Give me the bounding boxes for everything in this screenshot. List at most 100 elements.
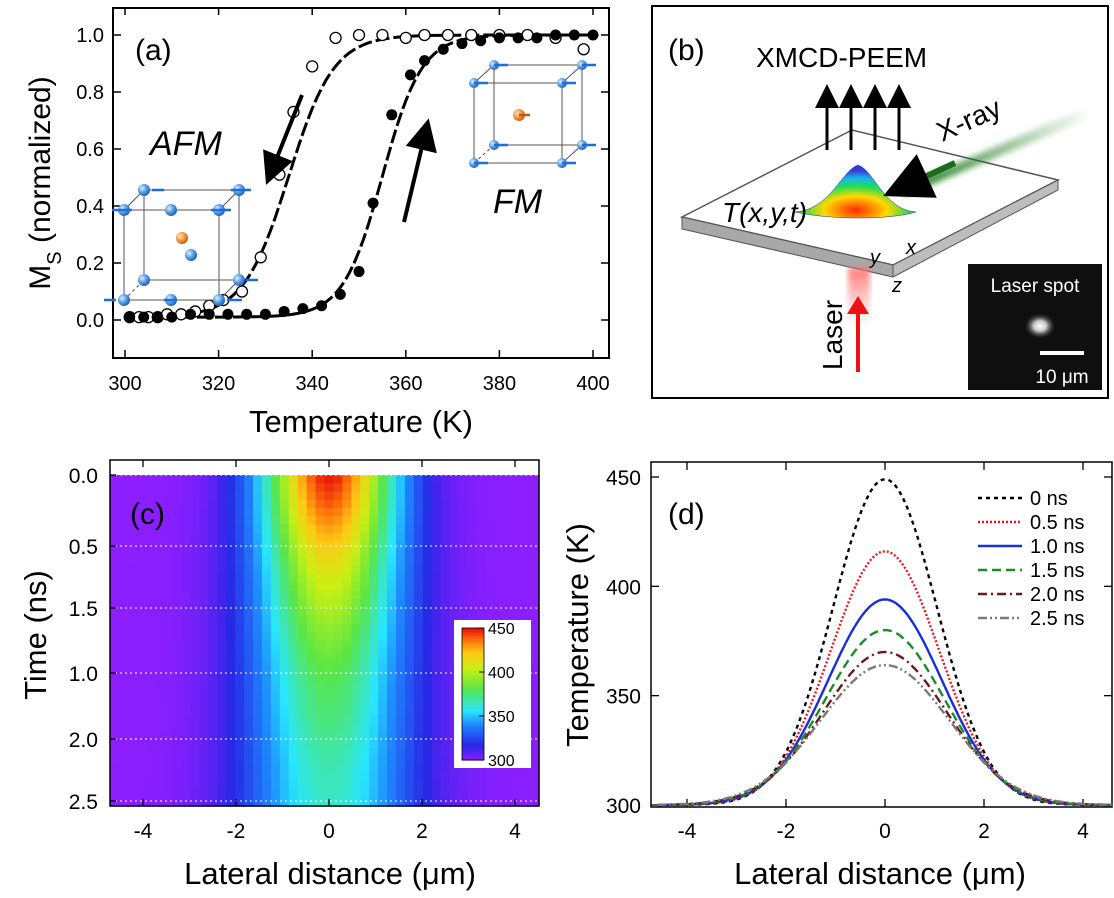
heatmap-cell: [172, 665, 183, 675]
heatmap-cell: [351, 657, 361, 666]
heatmap-cell: [369, 657, 379, 666]
heatmap-cell: [127, 599, 138, 609]
heatmap-cell: [226, 549, 236, 559]
filled-data-point: [475, 35, 487, 47]
heatmap-cell: [324, 582, 335, 592]
heatmap-cell: [217, 764, 227, 774]
heatmap-cell: [226, 508, 236, 517]
heatmap-cell: [244, 582, 254, 592]
heatmap-cell: [306, 590, 317, 600]
heatmap-cell: [342, 772, 352, 782]
heatmap-cell: [181, 756, 192, 766]
heatmap-cell: [297, 623, 308, 633]
heatmap-cell: [127, 491, 138, 501]
heatmap-cell: [208, 574, 218, 584]
heatmap-cell: [235, 714, 245, 724]
heatmap-cell: [404, 615, 415, 625]
heatmap-cell: [333, 508, 343, 517]
heatmap-cell: [360, 673, 370, 683]
heatmap-cell: [208, 475, 218, 484]
heatmap-cell: [360, 632, 370, 642]
heatmap-cell: [378, 574, 388, 584]
open-data-point: [521, 28, 534, 42]
heatmap-cell: [404, 748, 415, 757]
heatmap-cell: [440, 673, 451, 683]
heatmap-cell: [422, 508, 433, 517]
heatmap-cell: [530, 756, 540, 766]
heatmap-cell: [244, 549, 254, 559]
heatmap-cell: [110, 764, 120, 774]
heatmap-cell: [145, 706, 156, 716]
heatmap-cell: [333, 599, 343, 609]
heatmap-cell: [413, 764, 424, 774]
heatmap-cell: [279, 698, 290, 708]
axis-x-label: x: [905, 237, 917, 259]
colorbar-segment: [462, 722, 484, 726]
scale-bar: [1040, 351, 1084, 355]
heatmap-cell: [279, 781, 290, 791]
heatmap-cell: [145, 615, 156, 625]
heatmap-cell: [378, 475, 388, 484]
heatmap-cell: [404, 797, 415, 807]
heatmap-cell: [110, 731, 120, 741]
heatmap-cell: [217, 524, 227, 534]
heatmap-cell: [422, 483, 433, 493]
heatmap-cell: [235, 772, 245, 782]
heatmap-cell: [351, 748, 361, 757]
heatmap-cell: [190, 706, 200, 716]
heatmap-cell: [145, 797, 156, 807]
heatmap-cell: [485, 582, 495, 592]
heatmap-cell: [279, 566, 290, 575]
heatmap-cell: [440, 657, 451, 666]
heatmap-cell: [333, 772, 343, 782]
heatmap-cell: [288, 557, 299, 567]
cooling-arrow: [263, 94, 304, 185]
heatmap-cell: [413, 632, 424, 642]
heatmap-cell: [396, 590, 406, 600]
heatmap-cell: [253, 665, 263, 675]
heatmap-cell: [342, 764, 352, 774]
heatmap-cell: [404, 623, 415, 633]
heatmap-cell: [110, 797, 120, 807]
heatmap-cell: [476, 582, 486, 592]
heatmap-cell: [136, 723, 147, 733]
heatmap-cell: [136, 789, 147, 799]
heatmap-cell: [494, 516, 504, 526]
heatmap-cell: [270, 483, 281, 493]
heatmap-cell: [378, 508, 388, 517]
heatmap-cell: [422, 748, 433, 757]
heatmap-cell: [449, 590, 460, 600]
heatmap-cell: [360, 491, 370, 501]
heatmap-cell: [306, 607, 317, 617]
heatmap-cell: [288, 599, 299, 609]
heatmap-cell: [279, 557, 290, 567]
heatmap-cell: [306, 756, 317, 766]
heatmap-cell: [172, 516, 183, 526]
heatmap-cell: [136, 648, 147, 658]
heatmap-cell: [297, 723, 308, 733]
heatmap-cell: [467, 582, 478, 592]
heatmap-cell: [342, 723, 352, 733]
heatmap-cell: [181, 681, 192, 691]
y-tick-label: 300: [606, 795, 641, 818]
heatmap-cell: [422, 574, 433, 584]
colorbar-segment: [462, 654, 484, 658]
heatmap-cell: [127, 781, 138, 791]
y-tick-label: 0.0: [76, 310, 104, 332]
heatmap-cell: [315, 648, 326, 658]
heatmap-cell: [333, 640, 343, 650]
heatmap-cell: [351, 640, 361, 650]
heatmap-cell: [324, 731, 335, 741]
heatmap-cell: [163, 665, 174, 675]
heatmap-cell: [172, 632, 183, 642]
heatmap-cell: [244, 797, 254, 807]
heatmap-cell: [404, 698, 415, 708]
heatmap-cell: [360, 756, 370, 766]
heatmap-cell: [431, 607, 442, 617]
heatmap-cell: [145, 582, 156, 592]
heatmap-cell: [351, 690, 361, 700]
colorbar-segment: [462, 718, 484, 721]
heatmap-cell: [333, 483, 343, 493]
heatmap-cell: [413, 590, 424, 600]
heatmap-cell: [163, 748, 174, 757]
